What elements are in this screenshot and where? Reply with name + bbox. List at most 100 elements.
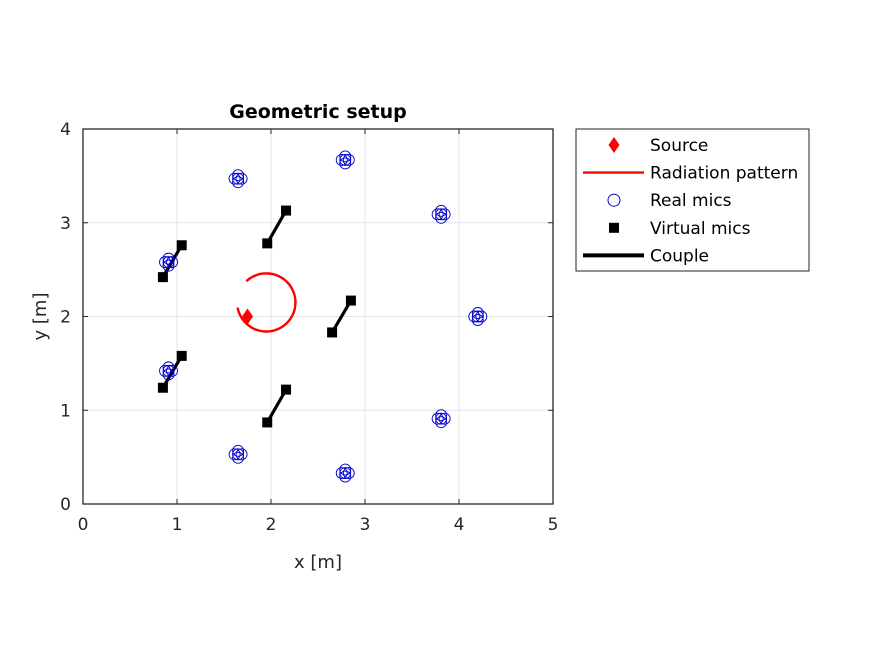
real-mics-layer [159, 150, 488, 483]
virtual-mic-marker [176, 240, 187, 251]
radiation-pattern-curve [236, 272, 297, 333]
source-marker [242, 308, 253, 325]
real-mic-circle [232, 172, 245, 185]
y-tick-label: 3 [60, 214, 71, 234]
real-mic-circle [162, 361, 175, 374]
real-mic-circle [235, 172, 248, 185]
real-mic-circle [475, 310, 488, 323]
real-mic-marker [335, 150, 355, 170]
y-axis-label: y [m] [30, 293, 51, 341]
y-tick-label: 0 [60, 495, 71, 515]
real-mic-circle [166, 256, 178, 269]
real-mic-circle [232, 169, 245, 182]
couple-line [265, 209, 288, 245]
x-tick-label: 4 [454, 515, 465, 535]
real-mic-circle [232, 451, 245, 464]
legend-entry: Real mics [607, 191, 732, 211]
x-tick-label: 5 [548, 515, 559, 535]
y-tick-label: 2 [60, 308, 71, 328]
real-mic-marker [431, 204, 451, 224]
real-mic-circle [431, 208, 444, 221]
real-mic-circle [162, 259, 175, 272]
square-filled-icon [609, 222, 619, 233]
real-mic-circle [435, 416, 448, 429]
real-mic-marker [335, 463, 355, 483]
virtual-mic-marker [262, 417, 273, 428]
radiation-pattern-layer [236, 272, 297, 333]
virtual-mic-marker [262, 238, 273, 249]
x-tick-label: 0 [78, 515, 89, 535]
legend-items: Source Radiation pattern Real mics Virtual … [583, 136, 798, 266]
real-mic-circle [468, 310, 481, 323]
real-mic-circle [228, 172, 241, 185]
real-mic-circle [162, 256, 175, 269]
y-tick-label: 4 [60, 120, 71, 140]
real-mic-marker [228, 169, 248, 189]
real-mic-marker [468, 307, 488, 326]
real-mic-circle [435, 208, 448, 221]
x-tick-label: 3 [360, 515, 371, 535]
couple-line [330, 299, 353, 334]
real-mic-marker [431, 409, 451, 429]
real-mic-circle [438, 208, 451, 221]
virtual-mic-marker [176, 350, 187, 361]
legend-label: Virtual mics [650, 219, 751, 239]
legend: Source Radiation pattern Real mics Virtual … [575, 128, 810, 272]
x-tick-label: 2 [266, 515, 277, 535]
real-mic-marker [159, 252, 178, 272]
legend-entry: Radiation pattern [583, 164, 798, 184]
source-layer [242, 308, 253, 325]
real-mic-circle [339, 153, 352, 166]
real-mic-circle [166, 364, 178, 377]
real-mic-circle [471, 307, 484, 319]
real-mic-circle [228, 448, 241, 461]
plot-area: 0 1 2 3 4 5 0 1 2 3 4 [60, 120, 558, 535]
real-mic-circle [339, 470, 352, 483]
real-mic-circle [162, 364, 175, 377]
real-mic-circle [232, 444, 245, 457]
real-mic-circle [162, 368, 175, 381]
virtual-mics-layer [157, 205, 356, 428]
real-mic-circle [339, 150, 352, 163]
virtual-mic-marker [157, 272, 168, 283]
real-mic-circle [431, 412, 444, 425]
real-mic-circle [339, 467, 352, 480]
real-mic-circle [471, 314, 484, 326]
real-mic-circle [342, 153, 355, 166]
virtual-mic-marker [281, 384, 292, 395]
real-mic-circle [435, 412, 448, 425]
real-mic-circle [339, 157, 352, 170]
real-mic-circle [435, 409, 448, 422]
legend-label: Radiation pattern [650, 164, 798, 184]
chart-title: Geometric setup [229, 101, 406, 123]
virtual-mic-marker [327, 327, 338, 338]
real-mic-circle [438, 412, 451, 425]
legend-entry: Couple [583, 246, 709, 266]
real-mic-circle [232, 448, 245, 461]
real-mic-marker [159, 361, 178, 381]
real-mic-circle [232, 176, 245, 189]
y-tick-label: 1 [60, 401, 71, 421]
couple-line [265, 388, 288, 424]
diamond-icon [608, 137, 620, 153]
real-mic-circle [159, 364, 171, 377]
legend-box [575, 128, 810, 272]
legend-entry: Virtual mics [609, 219, 751, 239]
x-tick-label: 1 [172, 515, 183, 535]
real-mic-marker [228, 444, 248, 464]
legend-label: Source [650, 136, 708, 156]
virtual-mic-marker [281, 205, 292, 216]
real-mic-circle [471, 310, 484, 323]
real-mic-circle [335, 467, 348, 480]
real-mic-circle [435, 211, 448, 224]
real-mic-circle [339, 463, 352, 476]
legend-entry: Source [608, 136, 708, 156]
x-axis-label: x [m] [294, 552, 342, 573]
circle-open-icon [607, 193, 621, 207]
legend-label: Couple [650, 246, 709, 266]
real-mic-circle [235, 448, 248, 461]
real-mic-circle [435, 204, 448, 217]
real-mic-circle [159, 256, 171, 269]
virtual-mic-marker [345, 295, 356, 306]
